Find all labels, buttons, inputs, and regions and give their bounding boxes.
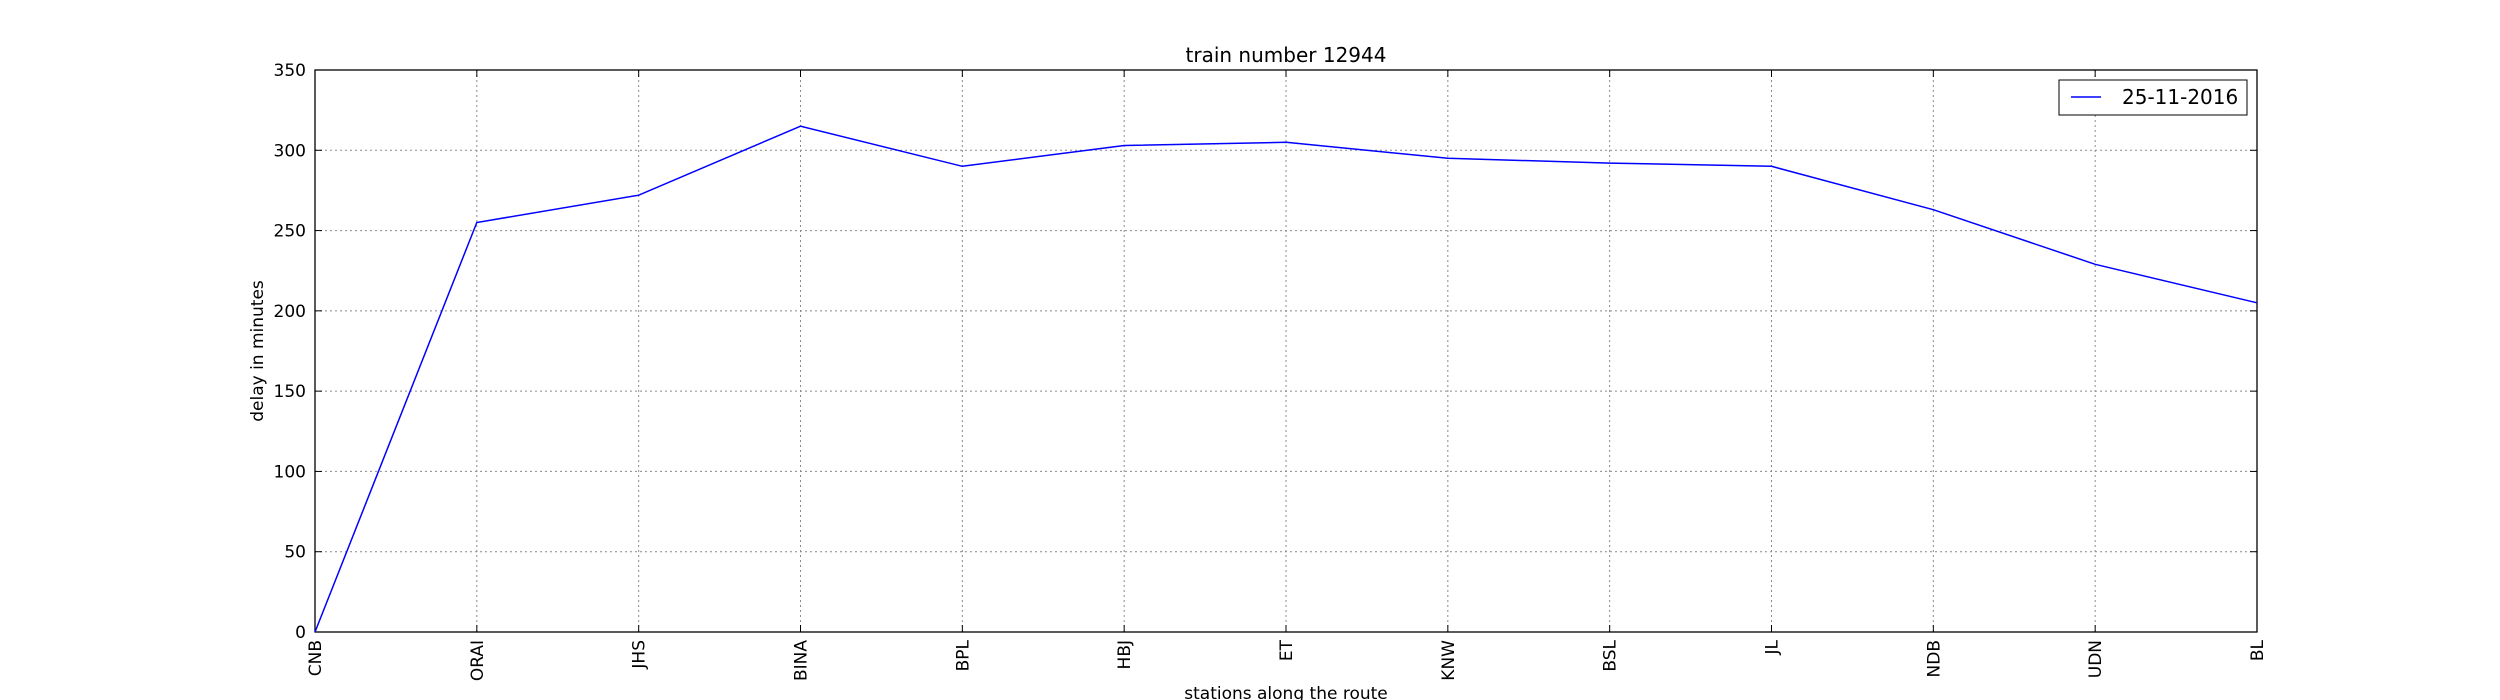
y-tick-labels: 0 50 100 150 200 250 300 350 [274,61,306,643]
series-group [314,125,2258,633]
x-tick-label-bl: BL [2248,639,2268,661]
legend: 25-11-2016 [2058,79,2248,116]
y-tick-label: 350 [274,61,306,81]
x-tick-label-cnb: CNB [306,640,326,676]
x-tick-labels: CNB ORAI JHS BINA BPL HBJ ET KNW BSL JL NDB UDN BL [306,639,2268,681]
x-tick-label-udn: UDN [2086,640,2106,678]
x-tick-label-orai: ORAI [468,640,488,681]
y-tick-label: 100 [274,462,306,482]
y-tick-label: 250 [274,222,306,242]
x-tick-label-jhs: JHS [630,640,650,670]
x-tick-label-jl: JL [1763,639,1783,655]
x-tick-label-ndb: NDB [1924,640,1944,677]
y-tick-label: 200 [274,302,306,322]
y-tick-label: 50 [284,543,306,563]
chart-title: train number 12944 [1186,43,1387,67]
y-tick-label: 300 [274,141,306,161]
x-tick-label-bina: BINA [792,640,812,681]
x-tick-label-bpl: BPL [953,639,973,671]
y-tick-label: 0 [295,623,306,643]
x-tick-label-knw: KNW [1439,640,1459,681]
axis-ticks [314,69,2258,633]
y-axis-title: delay in minutes [248,280,268,422]
x-tick-label-bsl: BSL [1601,639,1621,671]
series-line-0 [314,125,2258,633]
grid-lines [315,70,2257,632]
y-tick-label: 150 [274,382,306,402]
legend-label: 25-11-2016 [2122,85,2238,109]
x-axis-title: stations along the route [1184,684,1388,700]
x-tick-label-et: ET [1277,639,1297,661]
x-tick-label-hbj: HBJ [1115,640,1135,669]
